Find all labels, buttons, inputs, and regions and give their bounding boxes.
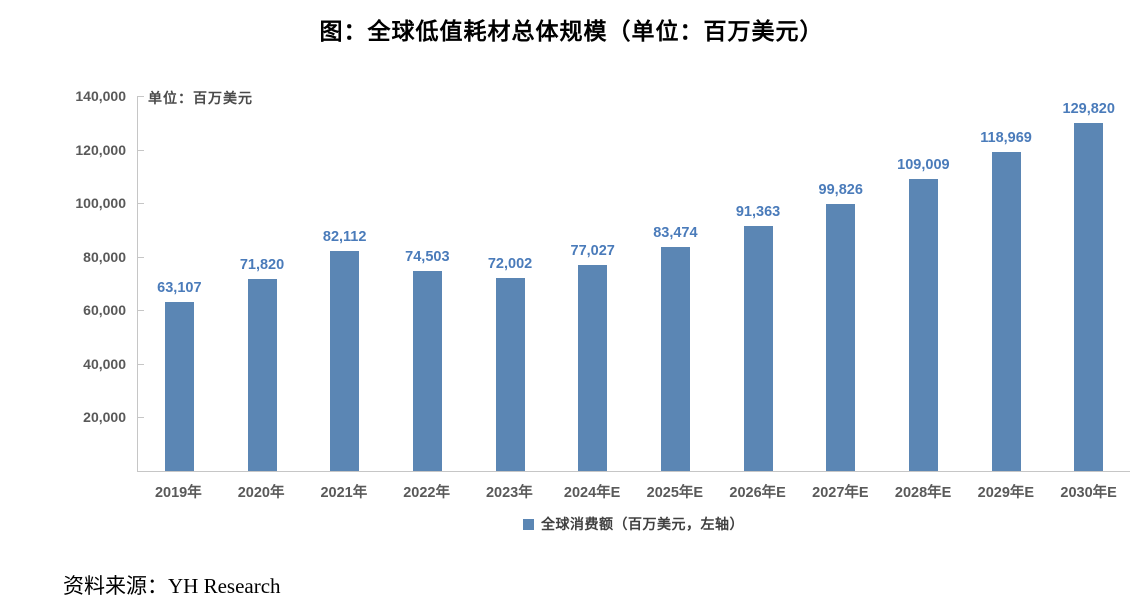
y-tick-label: 120,000 — [75, 141, 126, 158]
y-tick-label: 60,000 — [83, 302, 126, 319]
bars-container: 63,107 71,820 82,112 74,503 72,002 77,027 83,4… — [138, 96, 1130, 471]
bar-value-label: 129,820 — [1062, 101, 1115, 118]
bar-value-label: 109,009 — [897, 157, 950, 174]
legend-marker-square — [523, 518, 534, 530]
bar-cell: 83,474 — [634, 96, 717, 471]
y-tick-mark — [138, 363, 144, 365]
bar — [908, 179, 938, 471]
x-axis-label: 2020年 — [237, 485, 285, 501]
bar-cell: 72,002 — [469, 96, 552, 471]
bar — [578, 264, 608, 471]
y-tick-label: 140,000 — [75, 88, 126, 104]
x-axis-label: 2025年E — [646, 485, 704, 501]
plot-area: 20,000 40,000 60,000 80,000 100,000 120,000 14… — [75, 88, 1130, 472]
bar — [412, 271, 442, 471]
bar-value-label: 77,027 — [570, 242, 615, 259]
y-tick-mark — [138, 417, 144, 419]
y-tick-mark — [138, 203, 144, 205]
y-tick-mark — [138, 149, 144, 151]
bar — [991, 152, 1021, 471]
bar-cell: 129,820 — [1047, 96, 1130, 471]
legend-label: 全球消费额（百万美元，左轴） — [541, 516, 744, 532]
bar-cell: 63,107 — [138, 96, 221, 471]
bar-cell: 71,820 — [221, 96, 304, 471]
y-axis-unit-label: 单位：百万美元 — [148, 90, 253, 106]
bar — [247, 278, 277, 471]
bar-cell: 99,826 — [799, 96, 882, 471]
bar-cell: 82,112 — [303, 96, 386, 471]
x-axis-labels: 2019年 2020年 2021年 2022年 2023年 2024年E 2025年E 202… — [137, 481, 1130, 502]
legend: 全球消费额（百万美元，左轴） — [137, 514, 1130, 534]
bar-cell: 109,009 — [882, 96, 965, 471]
bar-cell: 118,969 — [965, 96, 1048, 471]
bar-value-label: 71,820 — [239, 256, 285, 273]
y-tick-label: 20,000 — [83, 409, 126, 426]
bar — [330, 251, 360, 471]
y-tick-label: 100,000 — [75, 195, 126, 212]
bar-value-label: 72,002 — [487, 256, 533, 273]
x-axis-label: 2029年E — [977, 485, 1035, 501]
x-axis-label: 2021年 — [320, 485, 368, 501]
bar-value-label: 82,112 — [322, 229, 367, 246]
y-tick-label: 40,000 — [83, 355, 126, 372]
y-tick-label: 80,000 — [83, 248, 126, 265]
x-axis-label: 2019年 — [154, 485, 202, 501]
bar — [743, 226, 773, 471]
x-axis-label: 2030年E — [1060, 485, 1117, 501]
bar-value-label: 118,969 — [980, 130, 1032, 147]
bar-value-label: 91,363 — [735, 204, 781, 221]
bar — [826, 203, 856, 471]
bar-cell: 91,363 — [717, 96, 800, 471]
chart-title: 图：全球低值耗材总体规模（单位：百万美元） — [319, 19, 824, 44]
x-axis-label: 2026年E — [729, 485, 786, 501]
x-axis-label: 2022年 — [403, 485, 450, 501]
bar — [660, 247, 690, 471]
y-tick-mark — [138, 96, 144, 97]
bar — [164, 301, 194, 471]
bar — [495, 278, 525, 471]
source-text: 资料来源：YH Research — [63, 574, 281, 598]
bar-value-label: 63,107 — [157, 279, 202, 296]
bar — [1074, 123, 1104, 471]
x-axis-label: 2028年E — [894, 485, 952, 501]
bar-value-label: 83,474 — [653, 225, 698, 242]
x-axis-label: 2027年E — [812, 485, 869, 501]
bar-cell: 74,503 — [386, 96, 469, 471]
bar-value-label: 74,503 — [405, 249, 450, 266]
y-tick-mark — [138, 256, 144, 258]
bar-cell: 77,027 — [551, 96, 634, 471]
x-axis-label: 2023年 — [485, 485, 533, 501]
y-tick-mark — [138, 310, 144, 312]
x-axis-label: 2024年E — [563, 485, 621, 501]
bar-value-label: 99,826 — [818, 181, 863, 198]
